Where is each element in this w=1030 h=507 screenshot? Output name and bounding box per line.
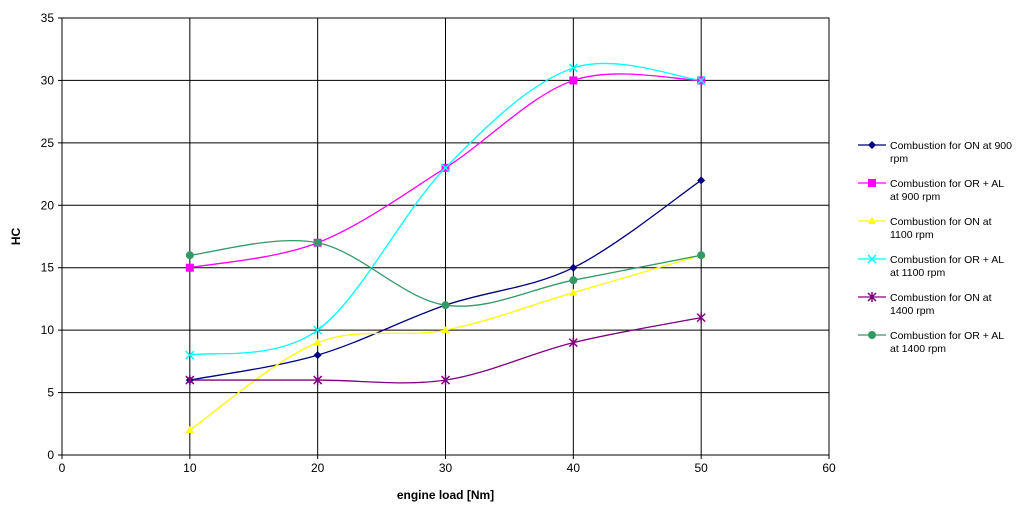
data-point	[313, 338, 322, 346]
tick-labels: 0 5 10 15 20 25 30 35 0 10 20 30 40 50 60	[41, 11, 836, 475]
legend-label: Combustion for OR + AL	[890, 178, 1004, 190]
y-tick-label: 20	[41, 198, 55, 212]
x-axis-title: engine load [Nm]	[397, 488, 494, 502]
x-tick-label: 30	[439, 461, 453, 475]
data-point	[313, 375, 323, 386]
data-point	[569, 76, 578, 85]
legend-label: at 1100 rpm	[890, 267, 946, 279]
x-tick-label: 0	[59, 461, 66, 475]
x-tick-label: 60	[822, 461, 836, 475]
legend-label: at 900 rpm	[890, 191, 940, 203]
series-markers	[185, 63, 706, 434]
data-point	[185, 263, 194, 272]
legend-marker	[868, 141, 876, 149]
x-tick-label: 40	[567, 461, 581, 475]
legend-marker	[868, 331, 876, 339]
data-point	[441, 326, 450, 334]
data-point	[185, 426, 194, 434]
x-tick-label: 10	[183, 461, 197, 475]
data-point	[696, 312, 706, 323]
y-tick-label: 25	[41, 136, 55, 150]
legend-label: Combustion for ON at	[890, 292, 992, 304]
x-tick-label: 50	[694, 461, 708, 475]
legend-label: Combustion for ON at	[890, 216, 992, 228]
legend-label: at 1400 rpm	[890, 343, 946, 355]
legend-label: Combustion for OR + AL	[890, 254, 1004, 266]
data-point	[440, 375, 451, 386]
legend-marker	[868, 217, 876, 224]
data-point	[697, 251, 706, 260]
x-tick-label: 20	[311, 461, 325, 475]
y-tick-label: 30	[41, 73, 55, 87]
legend-label: 1100 rpm	[890, 229, 934, 241]
y-tick-label: 10	[41, 323, 55, 337]
data-point	[313, 238, 322, 247]
legend-marker	[868, 179, 876, 187]
data-point	[313, 351, 322, 360]
data-point	[568, 337, 578, 348]
y-tick-label: 35	[41, 11, 55, 25]
data-point	[697, 176, 706, 185]
legend-marker	[867, 292, 877, 302]
data-point	[569, 276, 578, 285]
y-axis-title: HC	[9, 228, 23, 246]
y-tick-label: 0	[47, 448, 54, 462]
data-point	[441, 301, 450, 310]
axes	[58, 17, 830, 459]
legend-label: rpm	[890, 153, 908, 165]
grid	[62, 17, 829, 455]
legend-marker	[867, 254, 877, 264]
data-point	[185, 251, 194, 260]
legend-label: 1400 rpm	[890, 305, 935, 317]
data-point	[568, 63, 578, 73]
legend-label: Combustion for ON at 900	[890, 140, 1012, 152]
data-point	[569, 288, 578, 296]
data-point	[569, 263, 578, 272]
data-point	[185, 350, 195, 360]
legend-label: Combustion for OR + AL	[890, 330, 1004, 342]
data-point	[440, 163, 451, 173]
data-point	[696, 75, 706, 85]
y-tick-label: 5	[47, 386, 54, 400]
y-tick-label: 15	[41, 261, 55, 275]
data-point	[185, 375, 195, 386]
data-point	[313, 325, 323, 335]
